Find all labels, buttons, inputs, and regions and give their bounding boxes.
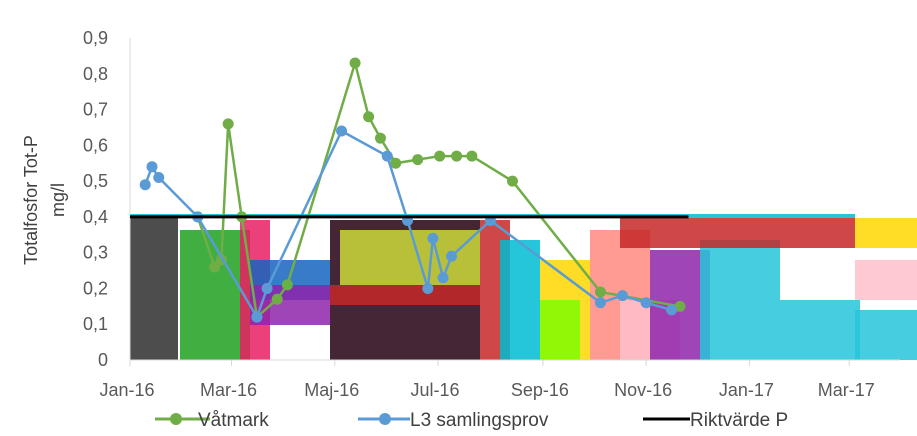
artifact-block (180, 230, 250, 360)
point-l3-samlingsprov (616, 290, 628, 302)
legend-label-l3: L3 samlingsprov (410, 410, 549, 431)
point-v-tmark (209, 261, 221, 273)
artifact-block (780, 300, 860, 360)
point-l3-samlingsprov (381, 150, 393, 162)
point-v-tmark (451, 150, 463, 162)
x-tick-label: Sep-16 (511, 380, 569, 400)
point-v-tmark (374, 132, 386, 144)
point-l3-samlingsprov (437, 272, 449, 284)
x-tick-label: Mar-16 (200, 380, 257, 400)
point-l3-samlingsprov (640, 297, 652, 309)
point-v-tmark (506, 175, 518, 187)
legend-marker-vatmark (170, 413, 182, 425)
y-axis-title-line2: mg/l (48, 183, 68, 217)
point-v-tmark (434, 150, 446, 162)
artifact-block (855, 260, 917, 300)
point-v-tmark (594, 286, 606, 298)
x-tick-label: Jan-17 (719, 380, 774, 400)
y-tick-label: 0,6 (83, 135, 108, 155)
point-l3-samlingsprov (666, 304, 678, 316)
artifact-overlay (130, 214, 917, 360)
point-l3-samlingsprov (251, 311, 263, 323)
x-tick-label: Maj-16 (304, 380, 359, 400)
artifact-block (340, 230, 480, 285)
y-tick-label: 0,8 (83, 64, 108, 84)
artifact-block (855, 218, 917, 248)
artifact-block (855, 310, 917, 360)
artifact-block (500, 240, 540, 360)
point-l3-samlingsprov (427, 232, 439, 244)
point-v-tmark (349, 57, 361, 69)
legend: Våtmark L3 samlingsprov Riktvärde P (155, 410, 788, 431)
y-tick-label: 0,1 (83, 314, 108, 334)
y-tick-label: 0,3 (83, 243, 108, 263)
point-l3-samlingsprov (422, 282, 434, 294)
artifact-block (130, 215, 178, 360)
point-v-tmark (466, 150, 478, 162)
artifact-block (330, 300, 480, 360)
point-v-tmark (363, 111, 375, 123)
point-l3-samlingsprov (261, 282, 273, 294)
point-v-tmark (222, 118, 234, 130)
point-l3-samlingsprov (153, 172, 165, 184)
legend-marker-l3 (379, 413, 391, 425)
point-v-tmark (674, 300, 686, 312)
x-tick-label: Jul-16 (410, 380, 459, 400)
point-l3-samlingsprov (146, 161, 158, 173)
y-axis-title-line1: Totalfosfor Tot-P (21, 135, 41, 265)
point-v-tmark (412, 154, 424, 166)
point-l3-samlingsprov (336, 125, 348, 137)
point-l3-samlingsprov (139, 179, 151, 191)
point-v-tmark (281, 279, 293, 291)
artifact-block (620, 218, 855, 248)
series-layer (130, 57, 689, 323)
y-tick-label: 0 (98, 350, 108, 370)
point-v-tmark (271, 293, 283, 305)
x-tick-label: Jan-16 (99, 380, 154, 400)
artifact-block (700, 240, 780, 360)
legend-label-riktvarde: Riktvärde P (690, 410, 788, 431)
y-axis: 0 0,1 0,2 0,3 0,4 0,5 0,6 0,7 0,8 0,9 (83, 28, 131, 370)
point-l3-samlingsprov (446, 250, 458, 262)
x-tick-label: Mar-17 (818, 380, 875, 400)
y-tick-label: 0,5 (83, 171, 108, 191)
point-l3-samlingsprov (594, 297, 606, 309)
y-tick-label: 0,4 (83, 207, 108, 227)
y-tick-label: 0,2 (83, 278, 108, 298)
x-tick-label: Nov-16 (614, 380, 672, 400)
artifact-block (330, 285, 480, 305)
y-tick-label: 0,9 (83, 28, 108, 48)
y-tick-label: 0,7 (83, 100, 108, 120)
artifact-block (540, 300, 580, 360)
x-axis: Jan-16 Mar-16 Maj-16 Jul-16 Sep-16 Nov-16 Jan-… (99, 359, 900, 400)
legend-label-vatmark: Våtmark (198, 410, 269, 431)
point-v-tmark (390, 157, 402, 169)
